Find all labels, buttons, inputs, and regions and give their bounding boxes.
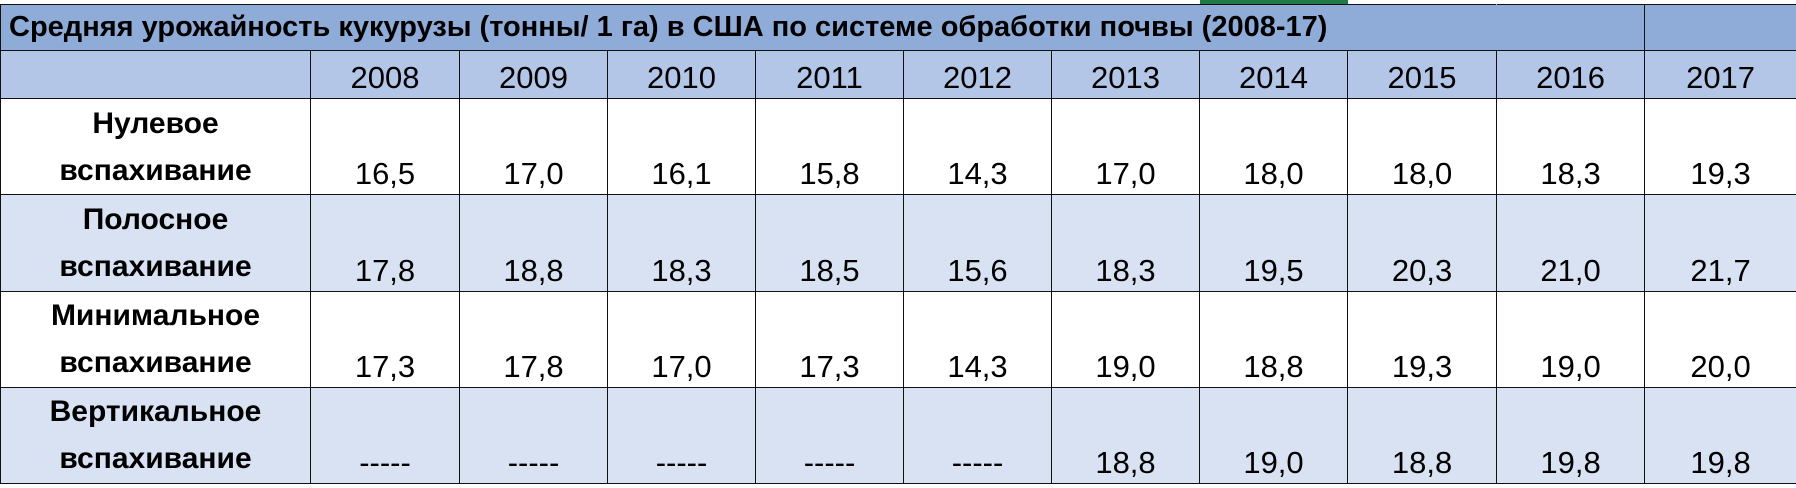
value-cell[interactable]: 19,8	[1644, 386, 1796, 485]
value-cell[interactable]: 19,0	[1199, 386, 1348, 485]
table-row-vertical-till: Вертикальное вспахивание ----- ----- ---…	[0, 386, 1796, 485]
value-cell[interactable]: 19,0	[1496, 290, 1646, 388]
row-label-line: Минимальное	[50, 299, 261, 333]
corner-cell[interactable]	[0, 50, 311, 100]
value-cell[interactable]: 18,0	[1199, 98, 1348, 196]
title-row: Средняя урожайность кукурузы (тонны/ 1 г…	[0, 3, 1796, 52]
value-cell[interactable]: 18,8	[459, 194, 608, 292]
table-row-minimum-till: Минимальное вспахивание 17,3 17,8 17,0 1…	[0, 290, 1796, 388]
value-cell[interactable]: 17,0	[607, 290, 756, 388]
row-label-line: вспахивание	[59, 249, 252, 283]
value-cell[interactable]: 19,0	[1051, 290, 1200, 388]
year-header-row: 2008 2009 2010 2011 2012 2013 2014 2015 …	[0, 50, 1796, 100]
value-cell[interactable]: 21,0	[1496, 194, 1646, 292]
year-header[interactable]: 2008	[310, 50, 460, 100]
year-header[interactable]: 2017	[1644, 50, 1796, 100]
value-cell[interactable]: 20,3	[1346, 194, 1498, 292]
table-row-no-till: Нулевое вспахивание 16,5 17,0 16,1 15,8 …	[0, 98, 1796, 196]
value-cell[interactable]: 18,8	[1199, 290, 1348, 388]
value-cell[interactable]: 17,8	[459, 290, 608, 388]
row-label-line: Вертикальное	[49, 395, 262, 429]
value-cell[interactable]: 17,3	[310, 290, 460, 388]
year-header[interactable]: 2016	[1496, 50, 1646, 100]
value-cell[interactable]: 15,6	[903, 194, 1052, 292]
value-cell[interactable]: 20,0	[1644, 290, 1796, 388]
value-cell[interactable]: 18,0	[1346, 98, 1498, 196]
value-cell[interactable]: 19,3	[1346, 290, 1498, 388]
value-cell[interactable]: -----	[310, 386, 460, 485]
row-label-line: вспахивание	[59, 153, 252, 187]
row-label[interactable]: Полосное вспахивание	[0, 194, 311, 292]
value-cell[interactable]: 18,5	[755, 194, 904, 292]
value-cell[interactable]: 18,8	[1051, 386, 1200, 485]
value-cell[interactable]: 18,3	[607, 194, 756, 292]
year-header[interactable]: 2012	[903, 50, 1052, 100]
value-cell[interactable]: 17,3	[755, 290, 904, 388]
table-row-strip-till: Полосное вспахивание 17,8 18,8 18,3 18,5…	[0, 194, 1796, 292]
value-cell[interactable]: -----	[459, 386, 608, 485]
table-title[interactable]: Средняя урожайность кукурузы (тонны/ 1 г…	[0, 3, 1498, 52]
value-cell[interactable]: 14,3	[903, 290, 1052, 388]
selected-tab-indicator	[1200, 0, 1348, 4]
value-cell[interactable]: 15,8	[755, 98, 904, 196]
row-label-line: Нулевое	[92, 106, 219, 140]
value-cell[interactable]: -----	[755, 386, 904, 485]
row-label-line: вспахивание	[59, 346, 252, 380]
row-label[interactable]: Минимальное вспахивание	[0, 290, 311, 388]
value-cell[interactable]: -----	[903, 386, 1052, 485]
value-cell[interactable]: 18,3	[1496, 98, 1646, 196]
year-header[interactable]: 2010	[607, 50, 756, 100]
value-cell[interactable]: 17,0	[1051, 98, 1200, 196]
year-header[interactable]: 2011	[755, 50, 904, 100]
row-label-line: вспахивание	[59, 442, 252, 476]
value-cell[interactable]: -----	[607, 386, 756, 485]
year-header[interactable]: 2014	[1199, 50, 1348, 100]
value-cell[interactable]: 16,1	[607, 98, 756, 196]
value-cell[interactable]: 21,7	[1644, 194, 1796, 292]
value-cell[interactable]: 18,3	[1051, 194, 1200, 292]
value-cell[interactable]: 17,0	[459, 98, 608, 196]
value-cell[interactable]: 18,8	[1346, 386, 1498, 485]
value-cell[interactable]: 19,3	[1644, 98, 1796, 196]
year-header[interactable]: 2013	[1051, 50, 1200, 100]
row-label[interactable]: Нулевое вспахивание	[0, 98, 311, 196]
year-header[interactable]: 2015	[1346, 50, 1498, 100]
value-cell[interactable]: 19,5	[1199, 194, 1348, 292]
empty-cell[interactable]	[1644, 3, 1796, 52]
value-cell[interactable]: 16,5	[310, 98, 460, 196]
value-cell[interactable]: 17,8	[310, 194, 460, 292]
value-cell[interactable]: 19,8	[1496, 386, 1646, 485]
year-header[interactable]: 2009	[459, 50, 608, 100]
yield-table: Средняя урожайность кукурузы (тонны/ 1 г…	[0, 3, 1796, 485]
row-label-line: Полосное	[82, 202, 229, 236]
value-cell[interactable]: 14,3	[903, 98, 1052, 196]
empty-cell[interactable]	[1496, 3, 1646, 52]
row-label[interactable]: Вертикальное вспахивание	[0, 386, 311, 485]
